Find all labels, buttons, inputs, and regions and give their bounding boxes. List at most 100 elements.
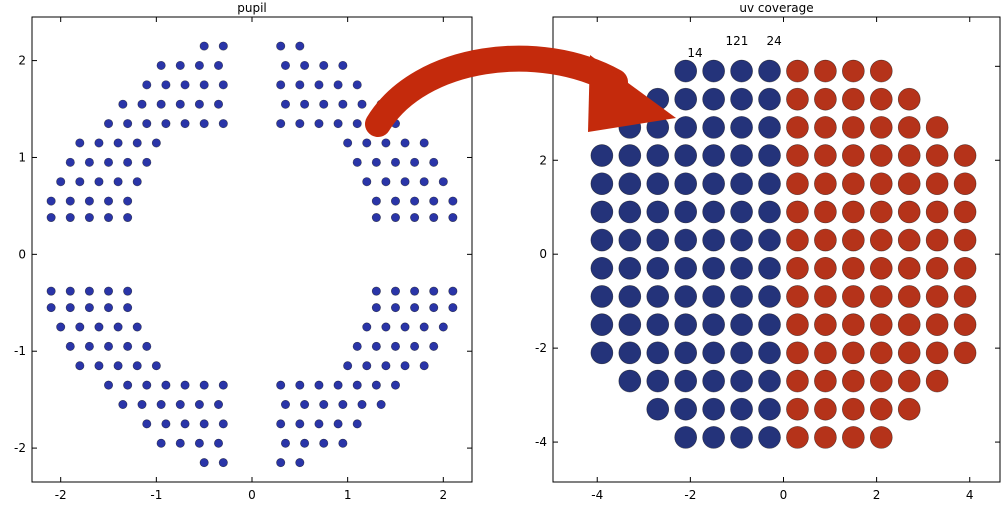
point (420, 177, 428, 185)
point (152, 362, 160, 370)
point (786, 285, 808, 307)
point (675, 173, 697, 195)
chart: pupil-2-1012-2-10121212414uv coverage-4-… (0, 0, 1001, 505)
point (814, 257, 836, 279)
point (731, 173, 753, 195)
point (176, 100, 184, 108)
point (95, 323, 103, 331)
point (200, 119, 208, 127)
point (675, 398, 697, 420)
point (759, 88, 781, 110)
point (591, 342, 613, 364)
point (731, 342, 753, 364)
point (114, 139, 122, 147)
point (143, 81, 151, 89)
point (320, 400, 328, 408)
point (176, 400, 184, 408)
point (703, 398, 725, 420)
point (176, 61, 184, 69)
point (85, 342, 93, 350)
point (104, 342, 112, 350)
point (703, 145, 725, 167)
point (619, 342, 641, 364)
point (591, 314, 613, 336)
point (731, 257, 753, 279)
point (420, 139, 428, 147)
point (703, 229, 725, 251)
point (181, 420, 189, 428)
point (786, 88, 808, 110)
x-tick-label: 1 (344, 488, 352, 502)
point (85, 158, 93, 166)
point (430, 158, 438, 166)
point (363, 139, 371, 147)
point (731, 201, 753, 223)
point (353, 81, 361, 89)
point (343, 139, 351, 147)
point (926, 229, 948, 251)
point (320, 100, 328, 108)
point (410, 158, 418, 166)
point (675, 257, 697, 279)
point (439, 323, 447, 331)
point (195, 439, 203, 447)
point (95, 177, 103, 185)
point (842, 426, 864, 448)
point (162, 420, 170, 428)
point (870, 173, 892, 195)
point (954, 342, 976, 364)
point (675, 116, 697, 138)
point (647, 398, 669, 420)
point (123, 381, 131, 389)
y-tick-label: 0 (18, 247, 26, 261)
point (731, 314, 753, 336)
y-tick-label: -2 (535, 341, 547, 355)
point (898, 370, 920, 392)
point (731, 116, 753, 138)
point (619, 201, 641, 223)
point (382, 362, 390, 370)
x-tick-label: 2 (873, 488, 881, 502)
point (703, 314, 725, 336)
point (430, 287, 438, 295)
point (276, 381, 284, 389)
point (675, 342, 697, 364)
point (382, 177, 390, 185)
point (372, 158, 380, 166)
point (123, 342, 131, 350)
point (591, 173, 613, 195)
point (703, 285, 725, 307)
point (353, 420, 361, 428)
point (219, 458, 227, 466)
point (76, 323, 84, 331)
point (162, 81, 170, 89)
point (786, 116, 808, 138)
point (842, 342, 864, 364)
point (181, 81, 189, 89)
point (814, 342, 836, 364)
point (195, 61, 203, 69)
point (591, 201, 613, 223)
point (898, 201, 920, 223)
point (814, 116, 836, 138)
point (334, 420, 342, 428)
point (410, 342, 418, 350)
point (647, 285, 669, 307)
point (619, 173, 641, 195)
point (363, 177, 371, 185)
point (296, 42, 304, 50)
point (276, 42, 284, 50)
point (391, 213, 399, 221)
point (343, 362, 351, 370)
point (133, 362, 141, 370)
point (814, 88, 836, 110)
point (143, 158, 151, 166)
point (372, 213, 380, 221)
point (334, 81, 342, 89)
point (276, 119, 284, 127)
point (731, 229, 753, 251)
point (339, 61, 347, 69)
point (410, 287, 418, 295)
point (647, 229, 669, 251)
point (382, 323, 390, 331)
